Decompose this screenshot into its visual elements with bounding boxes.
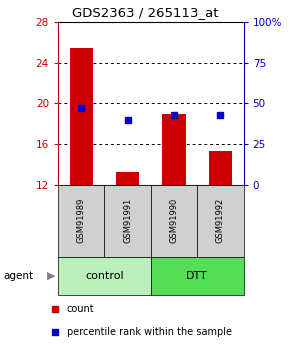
Text: count: count <box>67 304 94 314</box>
Text: ▶: ▶ <box>46 271 55 281</box>
Text: agent: agent <box>3 271 33 281</box>
Text: control: control <box>85 271 124 281</box>
Bar <box>116 172 139 185</box>
Bar <box>209 151 232 185</box>
Text: GSM91990: GSM91990 <box>169 198 179 244</box>
Text: GSM91991: GSM91991 <box>123 198 132 244</box>
Text: GSM91989: GSM91989 <box>77 198 86 244</box>
Bar <box>162 114 186 185</box>
Text: percentile rank within the sample: percentile rank within the sample <box>67 327 232 337</box>
Text: GDS2363 / 265113_at: GDS2363 / 265113_at <box>72 6 218 19</box>
Text: GSM91992: GSM91992 <box>216 198 225 244</box>
Bar <box>58 257 151 295</box>
Text: DTT: DTT <box>186 271 208 281</box>
Bar <box>151 257 244 295</box>
Bar <box>151 185 197 257</box>
Bar <box>58 185 104 257</box>
Bar <box>104 185 151 257</box>
Bar <box>70 48 93 185</box>
Bar <box>197 185 244 257</box>
